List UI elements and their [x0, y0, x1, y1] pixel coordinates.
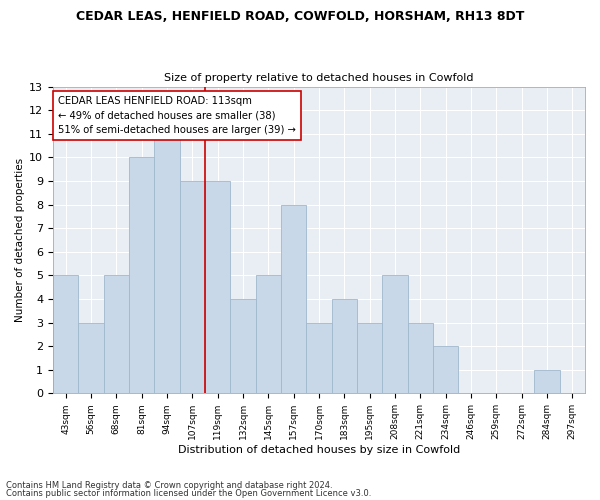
Bar: [256, 276, 281, 394]
Bar: [332, 299, 357, 394]
Text: CEDAR LEAS HENFIELD ROAD: 113sqm
← 49% of detached houses are smaller (38)
51% o: CEDAR LEAS HENFIELD ROAD: 113sqm ← 49% o…: [58, 96, 296, 136]
Bar: [382, 276, 407, 394]
Bar: [154, 134, 179, 394]
Text: Contains HM Land Registry data © Crown copyright and database right 2024.: Contains HM Land Registry data © Crown c…: [6, 481, 332, 490]
X-axis label: Distribution of detached houses by size in Cowfold: Distribution of detached houses by size …: [178, 445, 460, 455]
Bar: [104, 276, 129, 394]
Bar: [79, 322, 104, 394]
Text: Contains public sector information licensed under the Open Government Licence v3: Contains public sector information licen…: [6, 488, 371, 498]
Y-axis label: Number of detached properties: Number of detached properties: [15, 158, 25, 322]
Text: CEDAR LEAS, HENFIELD ROAD, COWFOLD, HORSHAM, RH13 8DT: CEDAR LEAS, HENFIELD ROAD, COWFOLD, HORS…: [76, 10, 524, 23]
Bar: [407, 322, 433, 394]
Bar: [281, 204, 307, 394]
Bar: [129, 158, 154, 394]
Bar: [230, 299, 256, 394]
Title: Size of property relative to detached houses in Cowfold: Size of property relative to detached ho…: [164, 73, 474, 83]
Bar: [205, 181, 230, 394]
Bar: [179, 181, 205, 394]
Bar: [357, 322, 382, 394]
Bar: [307, 322, 332, 394]
Bar: [433, 346, 458, 394]
Bar: [53, 276, 79, 394]
Bar: [535, 370, 560, 394]
